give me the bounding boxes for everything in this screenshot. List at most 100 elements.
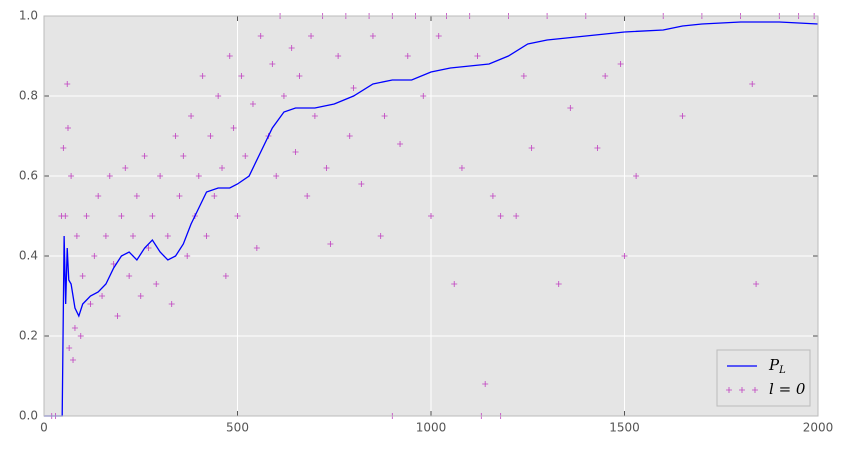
scatter-point (122, 165, 129, 171)
x-tick-label: 1000 (416, 421, 447, 435)
scatter-point (621, 253, 628, 259)
scatter-point (679, 113, 686, 119)
scatter-point (203, 233, 210, 239)
scatter-point (311, 113, 318, 119)
scatter-point (404, 53, 411, 59)
scatter-point (226, 53, 233, 59)
scatter-point (195, 173, 202, 179)
scatter-point (141, 153, 148, 159)
line (44, 21, 819, 417)
scatter-point (234, 213, 241, 219)
scatter-point (118, 213, 125, 219)
scatter-point (528, 145, 535, 151)
x-tick-label: 500 (226, 421, 249, 435)
scatter-point (428, 213, 434, 219)
scatter-point (87, 301, 94, 307)
legend-box (716, 349, 811, 407)
scatter-point (489, 193, 496, 199)
scatter-point (126, 273, 133, 279)
scatter-point (66, 345, 73, 351)
scatter-point (555, 281, 562, 287)
scatter-point (130, 233, 137, 239)
scatter-point (288, 45, 295, 51)
x-tick-label: 1500 (609, 421, 640, 435)
scatter-point (145, 245, 152, 251)
scatter-point (73, 233, 80, 239)
legend-label: l = 0 (769, 380, 806, 398)
scatter-point (273, 173, 280, 179)
scatter-point (180, 153, 187, 159)
scatter-point (238, 73, 245, 79)
scatter-point (497, 213, 504, 219)
scatter-point (369, 33, 376, 39)
scatter-point (68, 173, 75, 179)
scatter-point (296, 73, 303, 79)
scatter-point (451, 281, 458, 287)
scatter-point (420, 93, 427, 99)
scatter-point (91, 253, 98, 259)
scatter-point (269, 61, 276, 67)
scatter-point (292, 149, 299, 155)
scatter-point (137, 293, 144, 299)
x-tick-label: 0 (40, 421, 48, 435)
scatter-point (133, 193, 140, 199)
scatter-point (149, 213, 156, 219)
scatter-point (474, 53, 481, 59)
scatter-point (188, 113, 195, 119)
y-tick-label: 0.0 (19, 409, 38, 423)
scatter-point (249, 101, 256, 107)
legend-label: PL (768, 356, 786, 376)
scatter-point (114, 313, 121, 319)
scatter-point (381, 113, 388, 119)
scatter-point (257, 33, 264, 39)
scatter-point (79, 273, 86, 279)
scatter-point (346, 133, 353, 139)
scatter-point (211, 193, 218, 199)
scatter-point (633, 173, 640, 179)
scatter-point (60, 145, 67, 151)
legend-swatch (739, 387, 745, 393)
scatter-point (520, 73, 527, 79)
scatter-point (215, 93, 222, 99)
y-tick-label: 0.4 (19, 249, 38, 263)
scatter-point (230, 125, 237, 131)
x-tick-label: 2000 (803, 421, 834, 435)
scatter-point (176, 193, 183, 199)
scatter-point (222, 273, 229, 279)
scatter-point (219, 165, 226, 171)
scatter-point (64, 81, 71, 87)
scatter-point (513, 213, 520, 219)
scatter-point (199, 73, 206, 79)
scatter-point (435, 33, 442, 39)
scatter-point (327, 241, 334, 247)
legend: PL l = 0 (716, 349, 811, 407)
scatter-point (377, 233, 384, 239)
scatter-point (458, 165, 465, 171)
marks (44, 13, 819, 419)
scatter-point (207, 133, 214, 139)
y-tick-label: 0.2 (19, 329, 38, 343)
scatter-point (70, 357, 77, 363)
y-tick-label: 0.8 (19, 89, 38, 103)
scatter-point (335, 53, 342, 59)
scatter-point (172, 133, 179, 139)
scatter-point (304, 193, 311, 199)
y-tick-label: 0.6 (19, 169, 38, 183)
scatter-point (749, 81, 756, 87)
scatter-point (83, 213, 90, 219)
scatter-point (184, 253, 191, 259)
scatter-point (168, 301, 175, 307)
scatter-point (253, 245, 260, 251)
legend-swatch (752, 387, 758, 393)
scatter-point (350, 85, 357, 91)
legend-swatch (726, 387, 732, 393)
scatter-point (164, 233, 171, 239)
scatter-point (358, 181, 365, 187)
scatter-point (64, 125, 71, 131)
scatter-point (482, 381, 489, 387)
scatter-point (397, 141, 404, 147)
scatter-point (77, 333, 84, 339)
scatter-point (157, 173, 164, 179)
